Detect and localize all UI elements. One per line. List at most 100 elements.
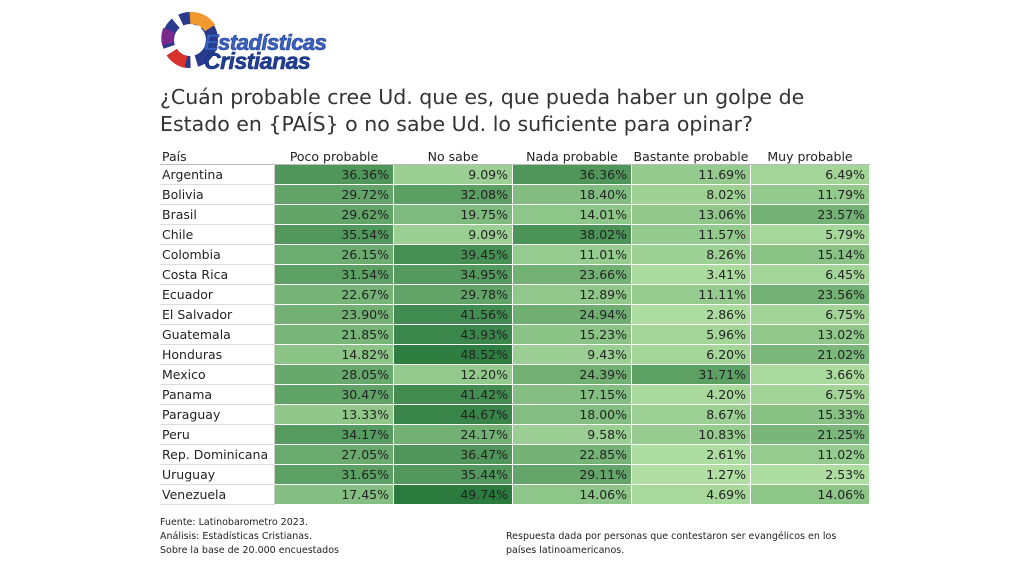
footer-source-block: Fuente: Latinobarometro 2023. Análisis: … (160, 516, 339, 558)
heatmap-cell: 36.36% (274, 164, 394, 185)
table-row: Honduras 14.82% 48.52% 9.43% 6.20% 21.02% (160, 344, 870, 365)
logo-ring-icon (161, 11, 218, 68)
heatmap-cell: 9.09% (393, 164, 513, 185)
country-label: Honduras (160, 344, 275, 365)
table-row: Chile 35.54% 9.09% 38.02% 11.57% 5.79% (160, 224, 870, 245)
heatmap-cell: 6.75% (750, 304, 870, 325)
heatmap-cell: 9.43% (512, 344, 632, 365)
heatmap-cell: 6.49% (750, 164, 870, 185)
heatmap-cell: 6.20% (631, 344, 751, 365)
heatmap-cell: 11.69% (631, 164, 751, 185)
heatmap-cell: 21.25% (750, 424, 870, 445)
country-label: Costa Rica (160, 264, 275, 285)
heatmap-cell: 21.02% (750, 344, 870, 365)
column-header: Bastante probable (631, 148, 751, 165)
heatmap-cell: 30.47% (274, 384, 394, 405)
heatmap-cell: 26.15% (274, 244, 394, 265)
country-label: Colombia (160, 244, 275, 265)
footer-analysis: Análisis: Estadísticas Cristianas. (160, 531, 312, 542)
logo-text-line2: Cristianas (204, 48, 311, 74)
heatmap-cell: 41.42% (393, 384, 513, 405)
logo-text-line1: Estadísticas (204, 30, 328, 55)
heatmap-cell: 28.05% (274, 364, 394, 385)
logo: Estadísticas Cristianas (160, 8, 350, 74)
heatmap-cell: 24.39% (512, 364, 632, 385)
country-label: El Salvador (160, 304, 275, 325)
heatmap-cell: 14.01% (512, 204, 632, 225)
heatmap-cell: 18.40% (512, 184, 632, 205)
country-label: Venezuela (160, 484, 275, 505)
heatmap-cell: 11.02% (750, 444, 870, 465)
heatmap-cell: 36.36% (512, 164, 632, 185)
heatmap-cell: 8.67% (631, 404, 751, 425)
heatmap-cell: 22.67% (274, 284, 394, 305)
heatmap-cell: 9.09% (393, 224, 513, 245)
heatmap-cell: 39.45% (393, 244, 513, 265)
heatmap-cell: 31.71% (631, 364, 751, 385)
heatmap-cell: 17.45% (274, 484, 394, 505)
heatmap-cell: 12.89% (512, 284, 632, 305)
column-header: Nada probable (512, 148, 632, 165)
heatmap-cell: 11.79% (750, 184, 870, 205)
heatmap-cell: 35.44% (393, 464, 513, 485)
table-row: Rep. Dominicana 27.05% 36.47% 22.85% 2.61% 11… (160, 444, 870, 465)
country-label: Argentina (160, 164, 275, 185)
heatmap-cell: 9.58% (512, 424, 632, 445)
chart-title: ¿Cuán probable cree Ud. que es, que pued… (160, 85, 805, 136)
heatmap-cell: 23.57% (750, 204, 870, 225)
heatmap-cell: 1.27% (631, 464, 751, 485)
country-label: Paraguay (160, 404, 275, 425)
heatmap-cell: 29.72% (274, 184, 394, 205)
heatmap-cell: 13.06% (631, 204, 751, 225)
header-row: País Poco probable No sabe Nada probable… (160, 148, 870, 165)
table-row: Brasil 29.62% 19.75% 14.01% 13.06% 23.57% (160, 204, 870, 225)
heatmap-cell: 49.74% (393, 484, 513, 505)
table-row: Guatemala 21.85% 43.93% 15.23% 5.96% 13.02% (160, 324, 870, 345)
heatmap-cell: 34.17% (274, 424, 394, 445)
heatmap-cell: 19.75% (393, 204, 513, 225)
heatmap-cell: 29.78% (393, 284, 513, 305)
heatmap-cell: 6.45% (750, 264, 870, 285)
country-label: Chile (160, 224, 275, 245)
heatmap-cell: 12.20% (393, 364, 513, 385)
heatmap-cell: 44.67% (393, 404, 513, 425)
heatmap-cell: 18.00% (512, 404, 632, 425)
heatmap-cell: 27.05% (274, 444, 394, 465)
heatmap-cell: 11.11% (631, 284, 751, 305)
heatmap-cell: 2.86% (631, 304, 751, 325)
footer-base: Sobre la base de 20.000 encuestados (160, 545, 339, 556)
heatmap-cell: 15.23% (512, 324, 632, 345)
heatmap-cell: 2.61% (631, 444, 751, 465)
table-row: Colombia 26.15% 39.45% 11.01% 8.26% 15.14% (160, 244, 870, 265)
heatmap-cell: 15.14% (750, 244, 870, 265)
heatmap-cell: 48.52% (393, 344, 513, 365)
heatmap-cell: 11.57% (631, 224, 751, 245)
column-header-pais: País (160, 148, 275, 165)
heatmap-cell: 2.53% (750, 464, 870, 485)
heatmap-cell: 29.11% (512, 464, 632, 485)
column-header: Poco probable (274, 148, 394, 165)
heatmap-cell: 8.26% (631, 244, 751, 265)
heatmap-cell: 23.66% (512, 264, 632, 285)
table-body: Argentina 36.36% 9.09% 36.36% 11.69% 6.49% Bol… (160, 164, 870, 505)
heatmap-cell: 14.06% (750, 484, 870, 505)
table-row: Panama 30.47% 41.42% 17.15% 4.20% 6.75% (160, 384, 870, 405)
heatmap-cell: 10.83% (631, 424, 751, 445)
country-label: Peru (160, 424, 275, 445)
heatmap-cell: 5.96% (631, 324, 751, 345)
heatmap-cell: 4.69% (631, 484, 751, 505)
heatmap-cell: 21.85% (274, 324, 394, 345)
heatmap-cell: 14.82% (274, 344, 394, 365)
table-row: Mexico 28.05% 12.20% 24.39% 31.71% 3.66% (160, 364, 870, 385)
table-row: Ecuador 22.67% 29.78% 12.89% 11.11% 23.56% (160, 284, 870, 305)
heatmap-cell: 31.65% (274, 464, 394, 485)
heatmap-cell: 23.90% (274, 304, 394, 325)
heatmap-cell: 3.66% (750, 364, 870, 385)
heatmap-cell: 8.02% (631, 184, 751, 205)
table-row: El Salvador 23.90% 41.56% 24.94% 2.86% 6.75% (160, 304, 870, 325)
table-row: Argentina 36.36% 9.09% 36.36% 11.69% 6.49% (160, 164, 870, 185)
footer-note: Respuesta dada por personas que contesta… (506, 531, 837, 556)
table-row: Venezuela 17.45% 49.74% 14.06% 4.69% 14.06% (160, 484, 870, 505)
heatmap-cell: 13.33% (274, 404, 394, 425)
country-label: Rep. Dominicana (160, 444, 275, 465)
